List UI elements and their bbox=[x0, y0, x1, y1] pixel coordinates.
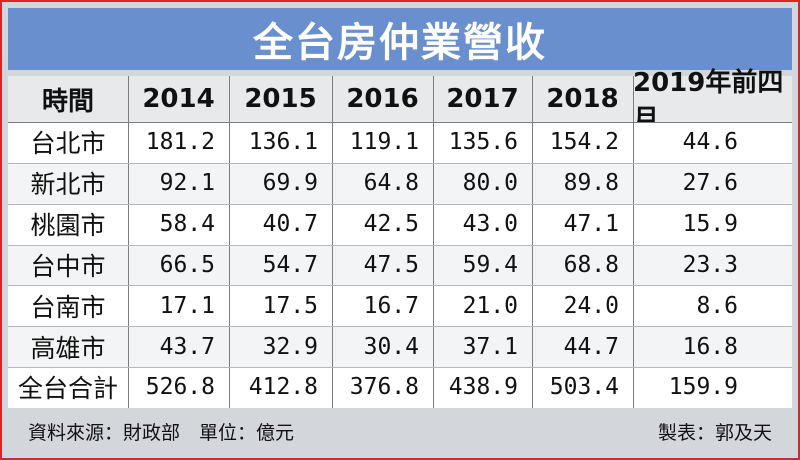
table-row: 高雄市 43.7 32.9 30.4 37.1 44.7 16.8 bbox=[8, 326, 792, 368]
value-cell: 32.9 bbox=[262, 333, 318, 360]
row-label: 桃園市 bbox=[30, 211, 106, 241]
row-label: 台北市 bbox=[30, 129, 106, 159]
row-divider bbox=[8, 203, 792, 205]
value-cell: 64.8 bbox=[363, 170, 419, 197]
value-cell: 412.8 bbox=[248, 374, 318, 401]
header-cell-2015: 2015 bbox=[244, 84, 317, 114]
value-cell: 54.7 bbox=[262, 251, 318, 278]
row-label: 全台合計 bbox=[17, 374, 118, 404]
header-cell-2018: 2018 bbox=[546, 84, 619, 114]
row-label: 台中市 bbox=[30, 251, 106, 281]
row-divider bbox=[8, 367, 792, 369]
column-divider bbox=[633, 76, 634, 408]
table-row: 新北市 92.1 69.9 64.8 80.0 89.8 27.6 bbox=[8, 162, 792, 204]
value-cell: 68.8 bbox=[563, 251, 619, 278]
value-cell: 92.1 bbox=[159, 170, 215, 197]
value-cell: 40.7 bbox=[262, 211, 318, 238]
column-divider bbox=[128, 76, 129, 408]
value-cell: 23.3 bbox=[682, 251, 738, 278]
value-cell: 16.8 bbox=[682, 333, 738, 360]
row-divider bbox=[8, 285, 792, 287]
value-cell: 43.7 bbox=[159, 333, 215, 360]
value-cell: 47.5 bbox=[363, 251, 419, 278]
value-cell: 503.4 bbox=[549, 374, 619, 401]
value-cell: 119.1 bbox=[349, 129, 419, 156]
row-divider bbox=[8, 244, 792, 246]
value-cell: 8.6 bbox=[696, 292, 738, 319]
header-cell-2017: 2017 bbox=[446, 84, 519, 114]
value-cell: 526.8 bbox=[145, 374, 215, 401]
value-cell: 37.1 bbox=[462, 333, 518, 360]
value-cell: 42.5 bbox=[363, 211, 419, 238]
value-cell: 159.9 bbox=[668, 374, 738, 401]
table-row: 桃園市 58.4 40.7 42.5 43.0 47.1 15.9 bbox=[8, 203, 792, 245]
footer: 資料來源：財政部 單位：億元 製表：郭及天 bbox=[8, 410, 792, 452]
value-cell: 69.9 bbox=[262, 170, 318, 197]
table-header-row: 時間 2014 2015 2016 2017 2018 2019年前四月 bbox=[8, 68, 792, 135]
table-row: 全台合計 526.8 412.8 376.8 438.9 503.4 159.9 bbox=[8, 367, 792, 408]
chart-title: 全台房仲業營收 bbox=[253, 20, 547, 66]
source-note: 資料來源：財政部 單位：億元 bbox=[28, 421, 295, 444]
header-cell-period: 時間 bbox=[41, 86, 94, 117]
column-divider bbox=[332, 76, 333, 408]
value-cell: 66.5 bbox=[159, 251, 215, 278]
column-divider bbox=[229, 76, 230, 408]
header-divider bbox=[8, 122, 792, 123]
value-cell: 47.1 bbox=[563, 211, 619, 238]
value-cell: 58.4 bbox=[159, 211, 215, 238]
table-row: 台中市 66.5 54.7 47.5 59.4 68.8 23.3 bbox=[8, 244, 792, 286]
value-cell: 44.7 bbox=[563, 333, 619, 360]
credit-note: 製表：郭及天 bbox=[657, 421, 772, 444]
value-cell: 43.0 bbox=[462, 211, 518, 238]
value-cell: 136.1 bbox=[248, 129, 318, 156]
value-cell: 181.2 bbox=[145, 129, 215, 156]
value-cell: 154.2 bbox=[549, 129, 619, 156]
value-cell: 44.6 bbox=[682, 129, 738, 156]
value-cell: 24.0 bbox=[563, 292, 619, 319]
row-label: 高雄市 bbox=[30, 333, 106, 363]
row-label: 台南市 bbox=[30, 292, 106, 322]
table-row: 台南市 17.1 17.5 16.7 21.0 24.0 8.6 bbox=[8, 285, 792, 327]
value-cell: 15.9 bbox=[682, 211, 738, 238]
row-divider bbox=[8, 326, 792, 328]
value-cell: 438.9 bbox=[448, 374, 518, 401]
value-cell: 27.6 bbox=[682, 170, 738, 197]
table-body: 台北市 181.2 136.1 119.1 135.6 154.2 44.6 新北市 92.1 6… bbox=[8, 122, 792, 408]
value-cell: 17.5 bbox=[262, 292, 318, 319]
value-cell: 135.6 bbox=[448, 129, 518, 156]
header-cell-2014: 2014 bbox=[142, 84, 215, 114]
revenue-table: 時間 2014 2015 2016 2017 2018 2019年前四月 台北市… bbox=[8, 68, 792, 408]
value-cell: 59.4 bbox=[462, 251, 518, 278]
header-cell-2019-jan-apr: 2019年前四月 bbox=[633, 68, 784, 135]
header-cell-2016: 2016 bbox=[346, 84, 419, 114]
value-cell: 89.8 bbox=[563, 170, 619, 197]
value-cell: 21.0 bbox=[462, 292, 518, 319]
value-cell: 16.7 bbox=[363, 292, 419, 319]
title-bar: 全台房仲業營收 bbox=[8, 8, 792, 70]
column-divider bbox=[433, 76, 434, 408]
column-divider bbox=[532, 76, 533, 408]
row-label: 新北市 bbox=[30, 170, 106, 200]
row-divider bbox=[8, 162, 792, 164]
value-cell: 376.8 bbox=[349, 374, 419, 401]
table-row: 台北市 181.2 136.1 119.1 135.6 154.2 44.6 bbox=[8, 122, 792, 163]
value-cell: 80.0 bbox=[462, 170, 518, 197]
value-cell: 30.4 bbox=[363, 333, 419, 360]
value-cell: 17.1 bbox=[159, 292, 215, 319]
